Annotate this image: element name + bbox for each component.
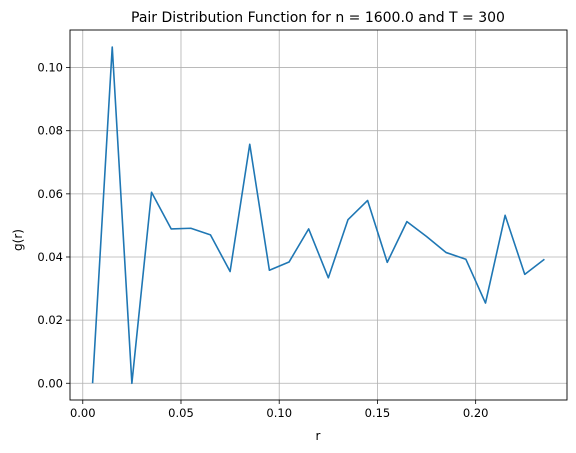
x-axis-label: r bbox=[316, 429, 321, 443]
x-tick-label: 0.05 bbox=[168, 406, 194, 420]
series-layer bbox=[91, 46, 545, 385]
y-tick-label: 0.06 bbox=[37, 187, 63, 201]
y-tick-label: 0.08 bbox=[37, 124, 63, 138]
series-line bbox=[91, 46, 545, 385]
x-tick-label: 0.00 bbox=[70, 406, 96, 420]
y-tick-label: 0.02 bbox=[37, 313, 63, 327]
y-axis-label: g(r) bbox=[11, 229, 25, 251]
y-tick-label: 0.00 bbox=[37, 376, 63, 390]
axis-ticks: 0.00 0.05 0.10 0.15 0.20 0.00 0.02 0.04 0.06 0.08… bbox=[37, 61, 488, 420]
chart-title: Pair Distribution Function for n = 1600.… bbox=[131, 10, 505, 26]
plot-frame bbox=[69, 29, 568, 401]
y-tick-label: 0.10 bbox=[37, 61, 63, 75]
x-tick-label: 0.10 bbox=[266, 406, 292, 420]
x-tick-label: 0.15 bbox=[365, 406, 391, 420]
x-tick-label: 0.20 bbox=[463, 406, 489, 420]
y-tick-label: 0.04 bbox=[37, 250, 63, 264]
